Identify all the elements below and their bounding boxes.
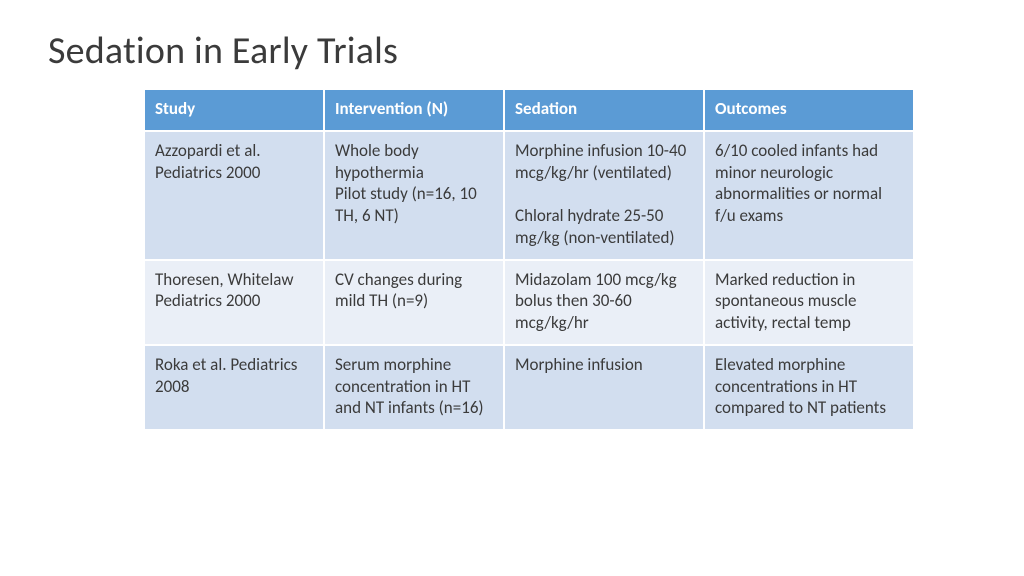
cell-sedation: Midazolam 100 mcg/kg bolus then 30-60 mc…: [504, 260, 704, 345]
cell-study: Thoresen, Whitelaw Pediatrics 2000: [144, 260, 324, 345]
col-header-study: Study: [144, 89, 324, 131]
col-header-outcomes: Outcomes: [704, 89, 914, 131]
cell-study: Azzopardi et al. Pediatrics 2000: [144, 131, 324, 260]
cell-sedation: Morphine infusion 10-40 mcg/kg/hr (venti…: [504, 131, 704, 260]
table-row: Thoresen, Whitelaw Pediatrics 2000 CV ch…: [144, 260, 914, 345]
table-header-row: Study Intervention (N) Sedation Outcomes: [144, 89, 914, 131]
trials-table: Study Intervention (N) Sedation Outcomes…: [143, 88, 915, 431]
cell-outcomes: Marked reduction in spontaneous muscle a…: [704, 260, 914, 345]
slide-title: Sedation in Early Trials: [48, 28, 976, 74]
cell-intervention: Serum morphine concentration in HT and N…: [324, 345, 504, 430]
cell-outcomes: 6/10 cooled infants had minor neurologic…: [704, 131, 914, 260]
cell-study: Roka et al. Pediatrics 2008: [144, 345, 324, 430]
cell-outcomes: Elevated morphine concentrations in HT c…: [704, 345, 914, 430]
cell-intervention: CV changes during mild TH (n=9): [324, 260, 504, 345]
table-row: Azzopardi et al. Pediatrics 2000 Whole b…: [144, 131, 914, 260]
col-header-sedation: Sedation: [504, 89, 704, 131]
table-row: Roka et al. Pediatrics 2008 Serum morphi…: [144, 345, 914, 430]
slide: Sedation in Early Trials Study Intervent…: [0, 0, 1024, 576]
cell-sedation: Morphine infusion: [504, 345, 704, 430]
cell-intervention: Whole body hypothermiaPilot study (n=16,…: [324, 131, 504, 260]
col-header-intervention: Intervention (N): [324, 89, 504, 131]
